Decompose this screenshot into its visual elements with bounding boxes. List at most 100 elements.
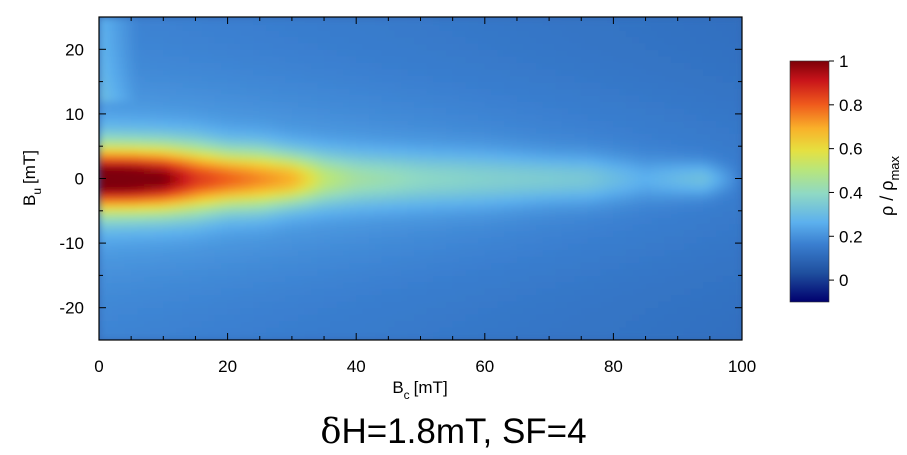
heatmap-cell	[266, 55, 274, 63]
heatmap-cell	[272, 139, 280, 147]
heatmap-cell	[671, 81, 679, 89]
heatmap-cell	[484, 62, 492, 70]
heatmap-cell	[304, 307, 312, 315]
heatmap-cell	[491, 23, 499, 31]
heatmap-cell	[658, 249, 666, 257]
heatmap-cell	[118, 184, 126, 193]
heatmap-cell	[677, 333, 685, 340]
heatmap-cell	[298, 178, 306, 186]
heatmap-cell	[504, 256, 512, 264]
heatmap-cell	[446, 288, 454, 296]
heatmap-cell	[510, 204, 518, 212]
heatmap-cell	[542, 223, 550, 231]
heatmap-cell	[600, 249, 608, 257]
heatmap-cell	[446, 281, 454, 289]
heatmap-cell	[452, 191, 460, 199]
heatmap-cell	[613, 152, 621, 160]
heatmap-cell	[253, 210, 261, 218]
heatmap-cell	[581, 139, 589, 147]
heatmap-cell	[401, 333, 409, 340]
heatmap-cell	[375, 327, 383, 335]
heatmap-cell	[279, 42, 287, 50]
heatmap-cell	[362, 210, 370, 218]
heatmap-cell	[137, 301, 145, 309]
heatmap-cell	[311, 49, 319, 57]
heatmap-cell	[722, 204, 730, 212]
heatmap-cell	[201, 320, 209, 328]
heatmap-cell	[388, 178, 396, 186]
heatmap-cell	[291, 100, 299, 109]
heatmap-cell	[549, 94, 557, 102]
heatmap-cell	[227, 62, 235, 70]
heatmap-cell	[150, 327, 158, 335]
heatmap-cell	[594, 210, 602, 218]
heatmap-cell	[645, 294, 653, 302]
heatmap-cell	[401, 29, 409, 37]
heatmap-cell	[716, 184, 724, 193]
heatmap-cell	[722, 256, 730, 264]
heatmap-cell	[317, 217, 325, 225]
heatmap-cell	[549, 268, 557, 276]
heatmap-cell	[189, 275, 197, 283]
heatmap-cell	[684, 268, 692, 276]
heatmap-cell	[561, 88, 569, 96]
heatmap-cell	[677, 55, 685, 63]
heatmap-cell	[677, 159, 685, 167]
heatmap-cell	[504, 139, 512, 147]
heatmap-cell	[201, 49, 209, 57]
heatmap-cell	[388, 262, 396, 270]
heatmap-cell	[555, 23, 563, 31]
heatmap-cell	[375, 288, 383, 296]
heatmap-cell	[246, 327, 254, 335]
heatmap-cell	[394, 29, 402, 37]
heatmap-cell	[401, 230, 409, 238]
heatmap-cell	[381, 17, 389, 25]
heatmap-cell	[433, 139, 441, 147]
heatmap-cell	[619, 100, 627, 109]
heatmap-cell	[182, 81, 190, 89]
heatmap-cell	[606, 288, 614, 296]
heatmap-cell	[311, 113, 319, 121]
heatmap-cell	[658, 307, 666, 315]
heatmap-cell	[234, 184, 242, 193]
heatmap-cell	[684, 217, 692, 225]
heatmap-cell	[137, 236, 145, 244]
heatmap-cell	[330, 113, 338, 121]
heatmap-cell	[536, 159, 544, 167]
heatmap-cell	[549, 230, 557, 238]
heatmap-cell	[549, 301, 557, 309]
heatmap-cell	[369, 68, 377, 76]
heatmap-cell	[536, 184, 544, 193]
heatmap-cell	[484, 268, 492, 276]
heatmap-cell	[221, 81, 229, 89]
heatmap-cell	[137, 23, 145, 31]
heatmap-cell	[169, 327, 177, 335]
heatmap-cell	[735, 146, 742, 154]
heatmap-cell	[478, 256, 486, 264]
heatmap-cell	[298, 275, 306, 283]
heatmap-cell	[272, 307, 280, 315]
heatmap-cell	[150, 17, 158, 25]
heatmap-cell	[105, 94, 113, 102]
heatmap-cell	[651, 204, 660, 212]
heatmap-cell	[118, 55, 126, 63]
heatmap-cell	[144, 17, 152, 25]
heatmap-cell	[510, 223, 518, 231]
heatmap-cell	[722, 184, 730, 193]
heatmap-cell	[272, 320, 280, 328]
heatmap-cell	[201, 217, 209, 225]
heatmap-cell	[581, 165, 589, 173]
heatmap-cell	[349, 281, 357, 289]
heatmap-cell	[664, 81, 672, 89]
heatmap-cell	[394, 256, 402, 264]
heatmap-cell	[356, 75, 364, 83]
heatmap-cell	[105, 107, 113, 115]
heatmap-cell	[471, 49, 479, 57]
heatmap-cell	[246, 55, 254, 63]
heatmap-cell	[176, 281, 184, 289]
heatmap-cell	[561, 17, 569, 25]
heatmap-cell	[452, 262, 460, 270]
heatmap-cell	[195, 275, 203, 283]
heatmap-cell	[504, 314, 512, 322]
heatmap-cell	[189, 120, 197, 128]
